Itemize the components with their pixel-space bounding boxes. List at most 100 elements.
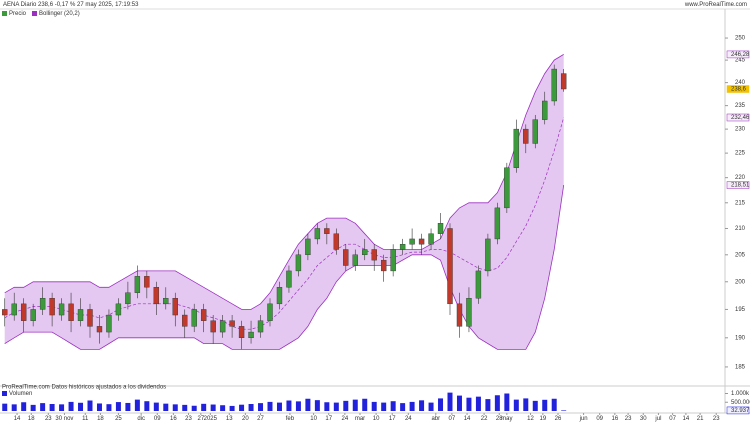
x-tick-label: 25 — [115, 416, 122, 422]
candle-body — [30, 309, 36, 321]
candle-body — [475, 270, 482, 299]
x-tick-label: dic — [137, 416, 145, 422]
legend-swatch — [2, 391, 7, 396]
x-tick-label: 20 — [242, 416, 249, 422]
x-tick-label: 26 — [555, 416, 562, 422]
candle-body — [333, 233, 340, 250]
y-tick-label: 235 — [735, 103, 746, 109]
candle-body — [219, 320, 226, 333]
volume-bar — [400, 403, 406, 411]
volume-bar — [172, 404, 178, 411]
candle-body — [229, 320, 235, 327]
last-value-label: 238,6 — [731, 87, 747, 93]
volume-bar — [163, 403, 169, 411]
y-tick-label: 230 — [735, 127, 746, 133]
volume-bar — [305, 398, 311, 411]
bollinger-lower — [4, 185, 565, 350]
candle-body — [399, 243, 406, 250]
candle-body — [362, 249, 368, 256]
volume-bar — [456, 395, 462, 411]
legend-label[interactable]: Precio — [9, 11, 27, 17]
candle-body — [456, 303, 463, 327]
candle-body — [20, 303, 27, 321]
x-tick-label: 24 — [341, 416, 348, 422]
volume-bar — [485, 399, 491, 411]
candle-body — [68, 303, 74, 321]
x-tick-label: 23 — [45, 416, 52, 422]
candle-body — [125, 292, 131, 305]
volume-bar — [87, 400, 93, 411]
candle-body — [238, 326, 245, 339]
volume-bar — [96, 403, 102, 411]
x-tick-label: 28 — [496, 416, 503, 422]
candle-body — [39, 298, 46, 310]
candle-body — [494, 207, 501, 240]
candle-body — [191, 309, 197, 327]
y-tick-label: 225 — [735, 151, 746, 157]
y-tick-label: 200 — [735, 279, 746, 285]
last-value-label: 218,51 — [731, 183, 750, 189]
volume-bar — [523, 398, 529, 411]
x-tick-label: 16 — [170, 416, 177, 422]
volume-bar — [333, 402, 339, 411]
legend-label[interactable]: Bollinger (20,2) — [39, 11, 80, 17]
volume-bar — [419, 400, 425, 411]
last-value-box — [726, 113, 750, 122]
candle-body — [87, 309, 93, 327]
legend-label[interactable]: Volumen — [9, 391, 32, 397]
candle-body — [286, 270, 292, 288]
volume-bar — [115, 402, 121, 411]
volume-bar — [324, 402, 330, 411]
candle-body — [523, 128, 529, 144]
last-volume-box — [726, 406, 750, 415]
x-tick-label: 23 — [625, 416, 632, 422]
volume-bar — [475, 396, 481, 411]
y-tick-label: 220 — [735, 175, 746, 181]
volume-bar — [561, 410, 567, 411]
candle-body — [532, 119, 538, 144]
y-tick-label: 190 — [735, 335, 746, 341]
x-tick-label: 21 — [697, 416, 704, 422]
volume-bar — [229, 405, 235, 411]
candle-body — [551, 68, 557, 102]
volume-bar — [40, 403, 46, 411]
volume-bar — [68, 401, 74, 411]
legend-swatch — [2, 11, 7, 16]
footer-text: ProRealTime.com Datos históricos ajustad… — [2, 385, 166, 391]
volume-bar — [182, 404, 188, 411]
candle-body — [295, 254, 302, 272]
candle-body — [182, 314, 188, 327]
x-tick-label: 16 — [611, 416, 618, 422]
y-tick-label: 205 — [735, 252, 746, 258]
volume-bar — [286, 400, 292, 411]
x-tick-label: 17 — [389, 416, 396, 422]
candle-body — [485, 238, 491, 272]
x-tick-label: 17 — [325, 416, 332, 422]
candle-body — [11, 303, 17, 316]
y-tick-label: 245 — [735, 58, 746, 64]
candle-body — [267, 303, 273, 321]
volume-bar — [513, 399, 519, 411]
x-tick-label: 18 — [28, 416, 35, 422]
x-tick-label: may — [501, 416, 512, 422]
bollinger-fill — [4, 54, 564, 350]
x-tick-label: 18 — [97, 416, 104, 422]
candle-body — [134, 276, 141, 293]
x-tick-label: 07 — [449, 416, 456, 422]
volume-bar — [258, 403, 264, 411]
volume-bar — [295, 401, 301, 411]
candle-body — [324, 228, 330, 234]
volume-bar — [371, 401, 377, 411]
x-tick-label: 27 — [257, 416, 264, 422]
x-tick-label: 24 — [405, 416, 412, 422]
y-tick-label: 210 — [735, 226, 746, 232]
volume-bar — [409, 401, 415, 411]
x-tick-label: 14 — [464, 416, 471, 422]
candle-body — [409, 238, 415, 245]
candle-body — [447, 228, 453, 305]
candle-body — [371, 249, 377, 261]
candle-body — [106, 314, 112, 333]
volume-bar — [125, 402, 131, 411]
candle-body — [380, 259, 387, 272]
